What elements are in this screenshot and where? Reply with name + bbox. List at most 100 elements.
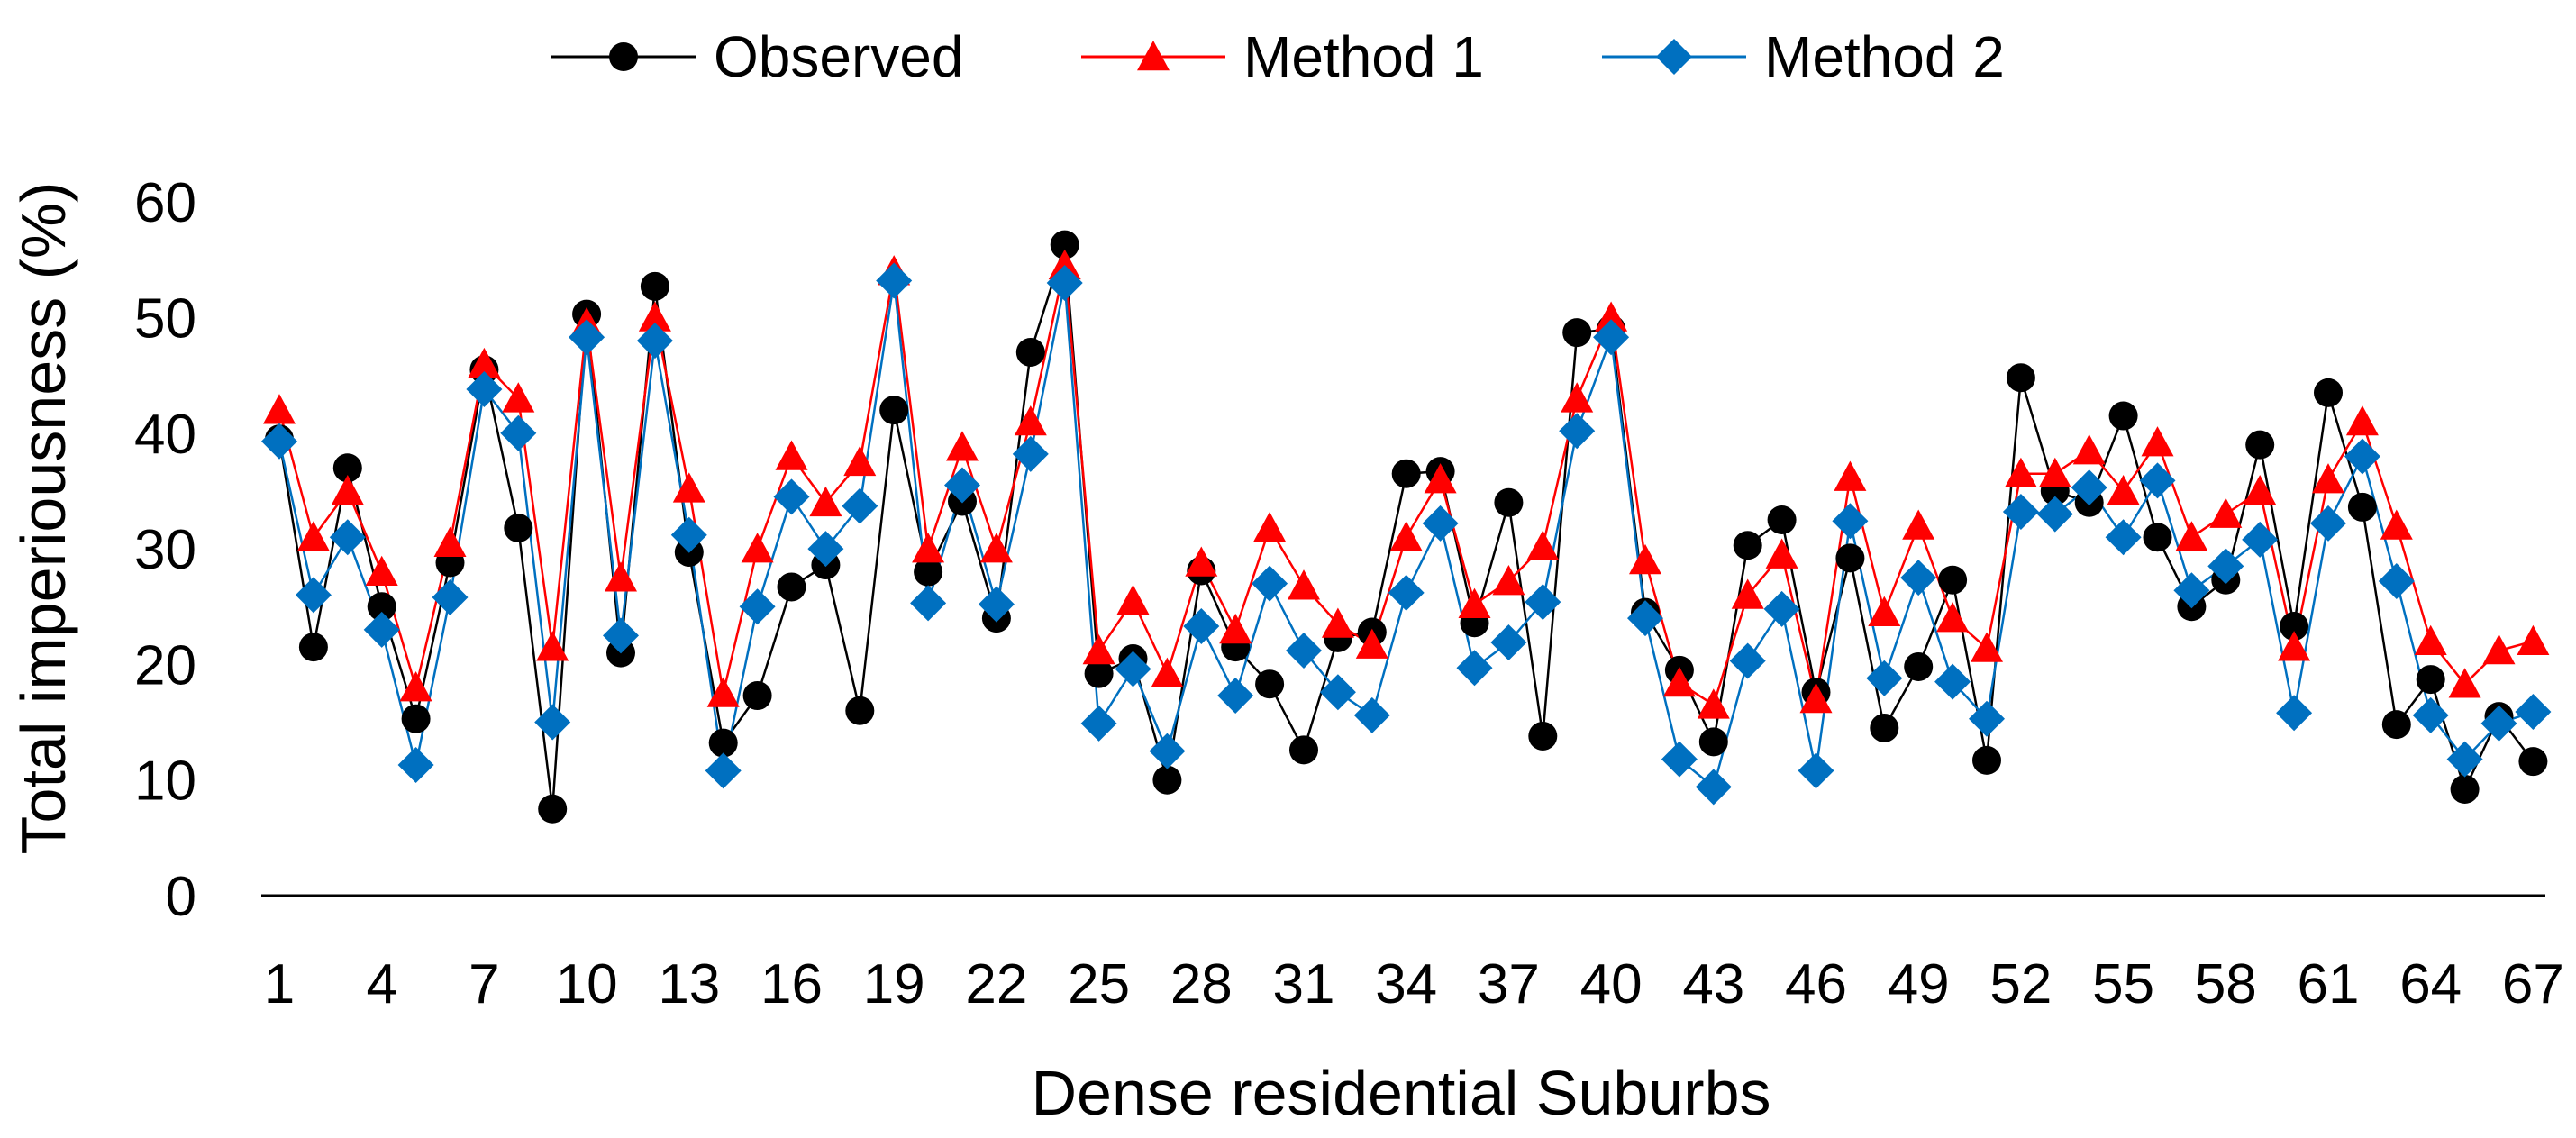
data-point-method-1: [912, 533, 945, 563]
data-point-method-1: [2004, 457, 2037, 488]
data-point-method-1: [2072, 434, 2106, 465]
data-point-method-1: [946, 431, 979, 461]
data-point-method-2: [2310, 505, 2346, 542]
x-tick-label: 58: [2195, 953, 2257, 1015]
data-point-method-2: [944, 467, 980, 504]
data-point-observed: [1870, 713, 1899, 742]
data-point-observed: [2416, 665, 2445, 695]
data-point-method-2: [1286, 633, 1322, 669]
x-tick-label: 37: [1478, 953, 1540, 1015]
data-point-observed: [504, 514, 533, 543]
data-point-observed: [1698, 727, 1728, 757]
data-point-observed: [1050, 230, 1079, 259]
data-point-method-2: [1627, 600, 1663, 637]
data-point-method-1: [1595, 301, 1628, 332]
data-point-method-1: [2278, 631, 2311, 661]
data-point-method-2: [1252, 565, 1288, 602]
data-point-method-2: [1832, 503, 1869, 540]
data-point-method-1: [365, 555, 398, 587]
data-point-method-2: [1353, 696, 1390, 733]
x-tick-label: 28: [1170, 953, 1233, 1015]
data-point-method-2: [2276, 695, 2313, 732]
series-markers: [261, 230, 2552, 824]
data-point-method-2: [1422, 505, 1459, 542]
data-point-method-1: [605, 561, 637, 592]
data-point-observed: [1835, 543, 1865, 573]
x-tick-label: 40: [1580, 953, 1643, 1015]
data-point-observed: [1767, 505, 1797, 535]
data-point-method-2: [1115, 651, 1151, 687]
data-point-method-1: [1902, 509, 1935, 540]
data-point-method-1: [1389, 521, 1423, 551]
data-point-observed: [1494, 487, 1524, 517]
data-point-method-1: [1116, 584, 1150, 615]
x-tick-label: 43: [1682, 953, 1744, 1015]
data-point-method-1: [775, 440, 808, 470]
legend-item-method-2: Method 2: [1602, 24, 2005, 89]
y-tick-label: 60: [134, 172, 196, 234]
data-point-method-1: [2380, 509, 2413, 540]
data-point-method-2: [1183, 608, 1220, 645]
data-point-observed: [879, 396, 909, 425]
x-tick-label: 19: [863, 953, 925, 1015]
y-tick-label: 0: [166, 866, 196, 928]
data-point-method-2: [466, 371, 503, 408]
data-point-method-1: [331, 474, 364, 505]
data-point-observed: [1084, 659, 1114, 688]
x-tick-label: 13: [658, 953, 720, 1015]
data-point-method-1: [1151, 657, 1184, 687]
data-point-observed: [777, 572, 806, 602]
data-point-method-2: [1593, 319, 1630, 356]
data-point-method-2: [1763, 590, 1800, 627]
legend-item-method-1: Method 1: [1081, 24, 1484, 89]
data-point-method-2: [432, 578, 469, 615]
data-point-observed: [742, 681, 772, 711]
data-point-method-2: [2480, 705, 2517, 742]
data-point-method-2: [1934, 663, 1971, 700]
data-point-method-1: [2244, 474, 2277, 505]
x-tick-label: 16: [760, 953, 823, 1015]
data-point-method-2: [534, 704, 571, 741]
y-tick-label: 40: [134, 404, 196, 466]
data-point-method-1: [1014, 405, 1047, 436]
data-point-observed: [1255, 669, 1285, 699]
data-point-method-1: [979, 533, 1013, 563]
data-point-observed: [1972, 745, 2001, 775]
data-point-method-2: [1046, 265, 1083, 302]
data-point-observed: [2381, 710, 2411, 740]
data-point-observed: [367, 592, 396, 622]
data-point-method-1: [536, 631, 569, 661]
x-tick-label: 7: [469, 953, 499, 1015]
data-point-observed: [914, 557, 943, 587]
x-tick-label: 64: [2399, 953, 2462, 1015]
data-point-method-1: [2312, 463, 2344, 494]
data-point-method-2: [500, 414, 537, 451]
data-point-method-1: [1834, 460, 1867, 491]
data-point-method-1: [672, 472, 705, 503]
data-point-method-1: [263, 394, 296, 424]
data-point-method-1: [1936, 602, 1970, 633]
data-point-method-2: [1798, 752, 1834, 789]
x-tick-label: 52: [1989, 953, 2052, 1015]
data-point-method-2: [1900, 560, 1937, 596]
data-point-method-1: [2414, 624, 2447, 656]
data-point-method-2: [1149, 733, 1186, 769]
legend-label-method-2: Method 2: [1764, 24, 2005, 89]
data-point-observed: [640, 271, 669, 301]
x-tick-label: 10: [556, 953, 618, 1015]
data-point-method-1: [1662, 666, 1696, 697]
data-point-method-2: [295, 577, 332, 614]
x-tick-label: 61: [2298, 953, 2360, 1015]
data-point-observed: [1562, 318, 1592, 348]
data-point-method-1: [1629, 543, 1661, 575]
data-point-method-2: [1729, 642, 1766, 679]
data-point-method-1: [2141, 426, 2174, 457]
data-point-method-1: [1185, 546, 1218, 577]
data-point-observed: [1528, 721, 1558, 751]
legend-marker-method-2: [1656, 39, 1692, 75]
data-point-method-2: [2139, 462, 2176, 499]
data-point-observed: [2108, 401, 2138, 431]
data-point-method-1: [2175, 521, 2208, 551]
data-point-method-2: [261, 423, 297, 460]
